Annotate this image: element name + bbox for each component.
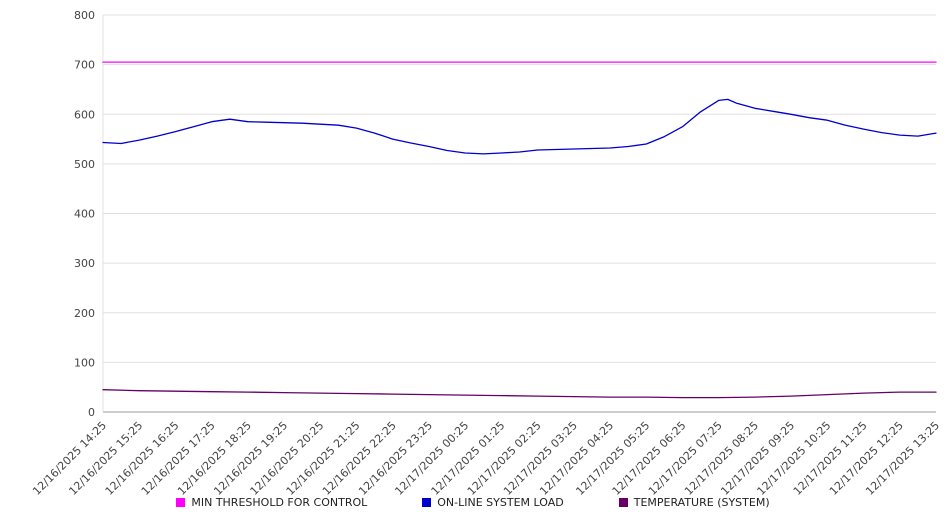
y-tick-label: 400 <box>74 208 95 221</box>
series-line <box>102 389 937 399</box>
legend-swatch-icon <box>422 498 432 507</box>
legend-item: MIN THRESHOLD FOR CONTROL <box>176 496 367 509</box>
y-tick-label: 0 <box>88 406 95 419</box>
legend-label: TEMPERATURE (SYSTEM) <box>633 496 770 509</box>
y-tick-label: 300 <box>74 257 95 270</box>
y-tick-label: 100 <box>74 356 95 369</box>
y-tick-label: 800 <box>74 9 95 22</box>
y-tick-label: 700 <box>74 59 95 72</box>
y-tick-label: 600 <box>74 108 95 121</box>
legend-label: MIN THRESHOLD FOR CONTROL <box>191 496 368 509</box>
series-line <box>102 98 937 155</box>
legend-item: TEMPERATURE (SYSTEM) <box>618 496 770 509</box>
y-tick-label: 500 <box>74 158 95 171</box>
chart-legend: MIN THRESHOLD FOR CONTROL ON-LINE SYSTEM … <box>0 496 946 509</box>
legend-label: ON-LINE SYSTEM LOAD <box>437 496 564 509</box>
legend-item: ON-LINE SYSTEM LOAD <box>422 496 564 509</box>
legend-swatch-icon <box>176 498 186 507</box>
y-tick-label: 200 <box>74 307 95 320</box>
legend-swatch-icon <box>618 498 628 507</box>
